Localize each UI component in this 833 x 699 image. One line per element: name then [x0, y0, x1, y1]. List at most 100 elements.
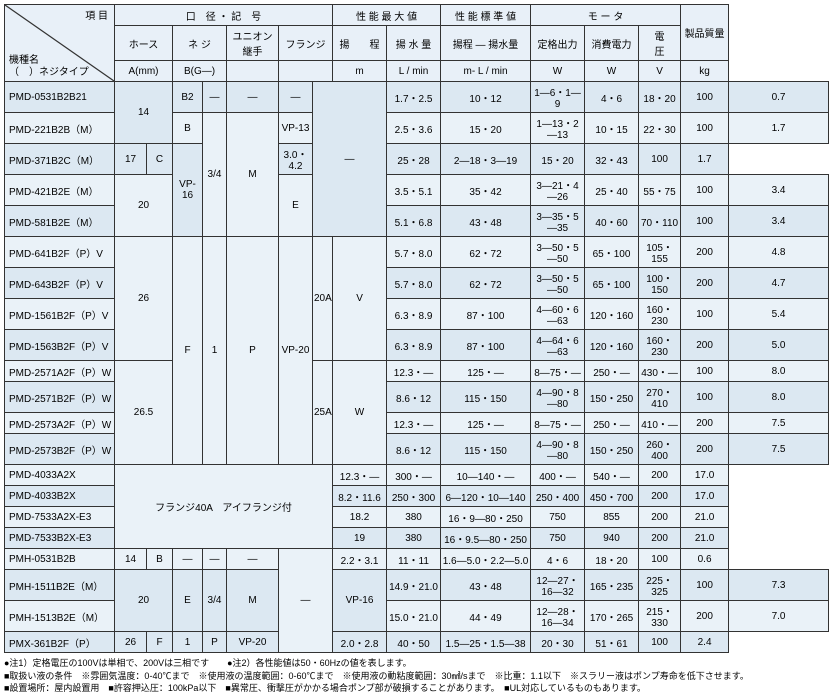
- weight-cell: 5.0: [729, 330, 829, 361]
- caliber-cell: E: [279, 175, 313, 237]
- power-cell: 100・150: [639, 268, 681, 299]
- caliber-cell: 17: [115, 144, 147, 175]
- std-cell: 1—6・1—9: [531, 82, 585, 113]
- header-amm: A(mm): [115, 61, 173, 82]
- caliber-cell: VP-20: [279, 237, 313, 465]
- std-cell: 4—60・6—63: [531, 299, 585, 330]
- caliber-cell: —: [279, 82, 313, 113]
- caliber-cell: B: [173, 113, 203, 144]
- rated-cell: 250・—: [585, 361, 639, 382]
- power-cell: 32・43: [585, 144, 639, 175]
- caliber-cell: 3/4: [203, 113, 227, 237]
- std-cell: 8—75・—: [531, 361, 585, 382]
- std-cell: 3—50・5—50: [531, 237, 585, 268]
- flow-cell: 44・49: [441, 601, 531, 632]
- voltage-cell: 200: [681, 601, 729, 632]
- weight-cell: 21.0: [681, 507, 729, 528]
- std-cell: 12—28・16—34: [531, 601, 585, 632]
- caliber-cell: F: [147, 632, 173, 653]
- flow-cell: 115・150: [441, 382, 531, 413]
- caliber-cell: C: [147, 144, 173, 175]
- caliber-cell: M: [227, 113, 279, 237]
- caliber-cell: 14: [115, 549, 147, 570]
- caliber-cell: —: [313, 82, 387, 237]
- header-perf-std: 性 能 標 準 値: [441, 5, 531, 26]
- caliber-cell: 1: [173, 632, 203, 653]
- std-cell: 8—75・—: [531, 413, 585, 434]
- power-cell: 22・30: [639, 113, 681, 144]
- head-cell: 5.7・8.0: [387, 237, 441, 268]
- table-row: PMD-641B2F（P）V26F1PVP-2020AV5.7・8.062・72…: [5, 237, 829, 268]
- voltage-cell: 200: [639, 465, 681, 486]
- weight-cell: 17.0: [681, 486, 729, 507]
- caliber-cell: B2: [173, 82, 203, 113]
- power-cell: 940: [585, 528, 639, 549]
- weight-cell: 0.6: [681, 549, 729, 570]
- weight-cell: 3.4: [729, 175, 829, 206]
- power-cell: 260・400: [639, 434, 681, 465]
- flow-cell: 43・48: [441, 570, 531, 601]
- model-cell: PMD-643B2F（P）V: [5, 268, 115, 299]
- caliber-cell: F: [173, 237, 203, 465]
- power-cell: 160・230: [639, 330, 681, 361]
- std-cell: 4—90・8—80: [531, 382, 585, 413]
- caliber-cell: —: [203, 549, 227, 570]
- head-cell: 5.7・8.0: [387, 268, 441, 299]
- rated-cell: 4・6: [531, 549, 585, 570]
- head-cell: 8.6・12: [387, 382, 441, 413]
- table-row: PMH-0531B2B14B————2.2・3.111・111.6—5.0・2.…: [5, 549, 829, 570]
- head-cell: 2.0・2.8: [333, 632, 387, 653]
- std-cell: 1—13・2—13: [531, 113, 585, 144]
- model-cell: PMD-1561B2F（P）V: [5, 299, 115, 330]
- header-bg: B(G—): [173, 61, 227, 82]
- std-cell: 4—90・8—80: [531, 434, 585, 465]
- head-cell: 8.6・12: [387, 434, 441, 465]
- std-cell: 1.6—5.0・2.2—5.0: [441, 549, 531, 570]
- header-rated: 定格出力: [531, 26, 585, 61]
- table-row: PMD-371B2C（M）17CVP-163.0・4.225・282—18・3—…: [5, 144, 829, 175]
- header-w2: W: [585, 61, 639, 82]
- header-union: ユニオン継手: [227, 26, 279, 61]
- head-cell: 12.3・—: [333, 465, 387, 486]
- caliber-cell: P: [227, 237, 279, 465]
- voltage-cell: 100: [681, 113, 729, 144]
- weight-cell: 0.7: [729, 82, 829, 113]
- voltage-cell: 100: [681, 570, 729, 601]
- model-cell: PMD-421B2E（M）: [5, 175, 115, 206]
- caliber-cell: B: [147, 549, 173, 570]
- voltage-cell: 200: [681, 434, 729, 465]
- head-cell: 19: [333, 528, 387, 549]
- footer-line-0: ●注1）定格電圧の100Vは単相で、200Vは三相です ●注2）各性能値は50・…: [4, 657, 829, 670]
- weight-cell: 7.3: [729, 570, 829, 601]
- std-cell: 1.5—25・1.5—38: [441, 632, 531, 653]
- rated-cell: 150・250: [585, 434, 639, 465]
- header-v: V: [639, 61, 681, 82]
- voltage-cell: 200: [681, 330, 729, 361]
- rated-cell: 4・6: [585, 82, 639, 113]
- rated-cell: 10・15: [585, 113, 639, 144]
- head-cell: 2.5・3.6: [387, 113, 441, 144]
- model-cell: PMH-1511B2E（M）: [5, 570, 115, 601]
- voltage-cell: 100: [681, 175, 729, 206]
- header-mlmin: m- L / min: [441, 61, 531, 82]
- spec-table: 項 目 機種名（ ）ネジタイプ 口 径 ・ 記 号 性 能 最 大 値 性 能 …: [4, 4, 829, 653]
- rated-cell: 170・265: [585, 601, 639, 632]
- weight-cell: 7.0: [729, 601, 829, 632]
- weight-cell: 4.7: [729, 268, 829, 299]
- weight-cell: 7.5: [729, 434, 829, 465]
- power-cell: 18・20: [585, 549, 639, 570]
- model-cell: PMD-7533A2X-E3: [5, 507, 115, 528]
- power-cell: 540・—: [585, 465, 639, 486]
- header-power: 消費電力: [585, 26, 639, 61]
- head-cell: 8.2・11.6: [333, 486, 387, 507]
- flow-cell: 11・11: [387, 549, 441, 570]
- rated-cell: 250・400: [531, 486, 585, 507]
- caliber-cell: —: [203, 82, 227, 113]
- header-head: 揚 程: [333, 26, 387, 61]
- model-cell: PMD-641B2F（P）V: [5, 237, 115, 268]
- table-row: PMD-4033A2Xフランジ40A アイフランジ付12.3・—300・—10—…: [5, 465, 829, 486]
- head-cell: 3.0・4.2: [279, 144, 313, 175]
- header-hose: ホース: [115, 26, 173, 61]
- weight-cell: 8.0: [729, 382, 829, 413]
- table-row: PMD-2571A2F（P）W26.525AW12.3・—125・—8—75・—…: [5, 361, 829, 382]
